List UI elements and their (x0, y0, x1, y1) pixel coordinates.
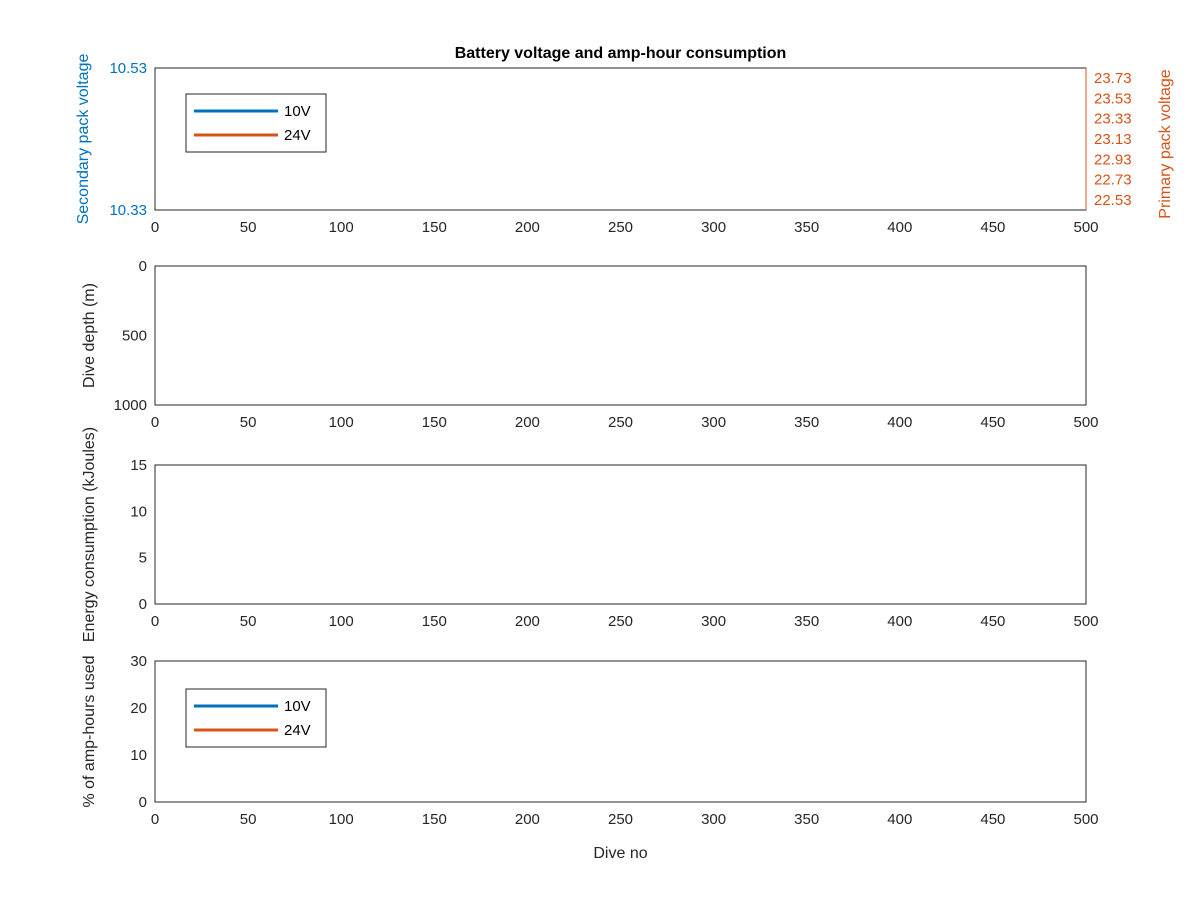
depth-panel: 0 50 100 150 200 250 300 350 400 450 500 0 500 1000 Di… (81, 258, 1099, 431)
x-tick-label: 350 (794, 811, 819, 828)
y-right-tick-label: 22.73 (1094, 172, 1132, 189)
x-tick-label: 300 (701, 219, 726, 236)
y-tick-label: 10 (130, 503, 147, 520)
x-tick-label: 0 (151, 414, 159, 431)
x-tick-label: 300 (701, 613, 726, 630)
x-tick-label: 250 (608, 219, 633, 236)
x-tick-label: 100 (329, 219, 354, 236)
x-tick-label: 200 (515, 811, 540, 828)
y-tick-label: 5 (139, 550, 147, 567)
legend-box (185, 93, 327, 153)
y-tick-label: 10.53 (109, 60, 147, 77)
axes-box (154, 464, 1087, 605)
x-tick-label: 50 (240, 414, 257, 431)
x-tick-label: 350 (794, 613, 819, 630)
x-tick-label: 450 (980, 414, 1005, 431)
x-tick-label: 200 (515, 219, 540, 236)
legend-box (185, 688, 327, 748)
x-tick-label: 300 (701, 414, 726, 431)
y-tick-label: 10.33 (109, 202, 147, 219)
x-tick-label: 0 (151, 811, 159, 828)
y-tick-label: 0 (139, 258, 147, 275)
y-tick-label: 10 (130, 747, 147, 764)
x-tick-label: 50 (240, 219, 257, 236)
x-tick-label: 150 (422, 811, 447, 828)
y-right-tick-label: 23.33 (1094, 111, 1132, 128)
x-tick-label: 400 (887, 219, 912, 236)
y-right-axis-label: Primary pack voltage (1157, 69, 1174, 218)
x-tick-label: 250 (608, 613, 633, 630)
y-tick-label: 1000 (114, 397, 147, 414)
y-right-tick-label: 23.73 (1094, 70, 1132, 87)
energy-panel: 0 50 100 150 200 250 300 350 400 450 500 0 5 10 15 Ener… (81, 427, 1099, 642)
x-tick-label: 50 (240, 613, 257, 630)
x-tick-label: 350 (794, 219, 819, 236)
y-tick-label: 500 (122, 328, 147, 345)
y-tick-label: 20 (130, 700, 147, 717)
y-right-tick-label: 23.53 (1094, 90, 1132, 107)
x-tick-label: 400 (887, 811, 912, 828)
x-tick-label: 100 (329, 811, 354, 828)
x-tick-label: 200 (515, 613, 540, 630)
x-tick-label: 400 (887, 414, 912, 431)
x-tick-label: 100 (329, 414, 354, 431)
y-axis-label: % of amp-hours used (81, 655, 98, 807)
x-tick-label: 450 (980, 613, 1005, 630)
figure-title: Battery voltage and amp-hour consumption (455, 45, 787, 62)
x-tick-label: 450 (980, 219, 1005, 236)
x-tick-label: 400 (887, 613, 912, 630)
x-tick-label: 450 (980, 811, 1005, 828)
x-tick-label: 0 (151, 219, 159, 236)
x-tick-label: 500 (1073, 219, 1098, 236)
x-tick-label: 200 (515, 414, 540, 431)
y-axis-label: Secondary pack voltage (75, 54, 92, 225)
y-tick-label: 0 (139, 794, 147, 811)
y-tick-label: 15 (130, 457, 147, 474)
legend-label-24V: 24V (284, 722, 311, 739)
y-axis-label: Dive depth (m) (81, 283, 98, 388)
x-axis-label: Dive no (593, 845, 647, 862)
x-tick-label: 300 (701, 811, 726, 828)
x-tick-label: 500 (1073, 414, 1098, 431)
y-axis-label: Energy consumption (kJoules) (81, 427, 98, 642)
x-tick-label: 350 (794, 414, 819, 431)
axes-box (154, 265, 1087, 406)
x-tick-label: 500 (1073, 613, 1098, 630)
x-tick-label: 250 (608, 414, 633, 431)
x-tick-label: 100 (329, 613, 354, 630)
x-tick-label: 250 (608, 811, 633, 828)
voltage-panel: 0 50 100 150 200 250 300 350 400 450 500 10.33 10.53… (75, 54, 1174, 236)
y-tick-label: 0 (139, 596, 147, 613)
legend-label-24V: 24V (284, 127, 311, 144)
y-right-tick-label: 22.93 (1094, 151, 1132, 168)
x-tick-label: 150 (422, 613, 447, 630)
amp-hours-panel: 0 50 100 150 200 250 300 350 400 450 500 0 10 20 30 % o… (81, 653, 1099, 862)
x-tick-label: 150 (422, 414, 447, 431)
legend-label-10V: 10V (284, 103, 311, 120)
x-tick-label: 500 (1073, 811, 1098, 828)
x-tick-label: 0 (151, 613, 159, 630)
y-tick-label: 30 (130, 653, 147, 670)
y-right-tick-label: 22.53 (1094, 192, 1132, 209)
x-tick-label: 50 (240, 811, 257, 828)
legend-label-10V: 10V (284, 698, 311, 715)
y-right-tick-label: 23.13 (1094, 131, 1132, 148)
x-tick-label: 150 (422, 219, 447, 236)
